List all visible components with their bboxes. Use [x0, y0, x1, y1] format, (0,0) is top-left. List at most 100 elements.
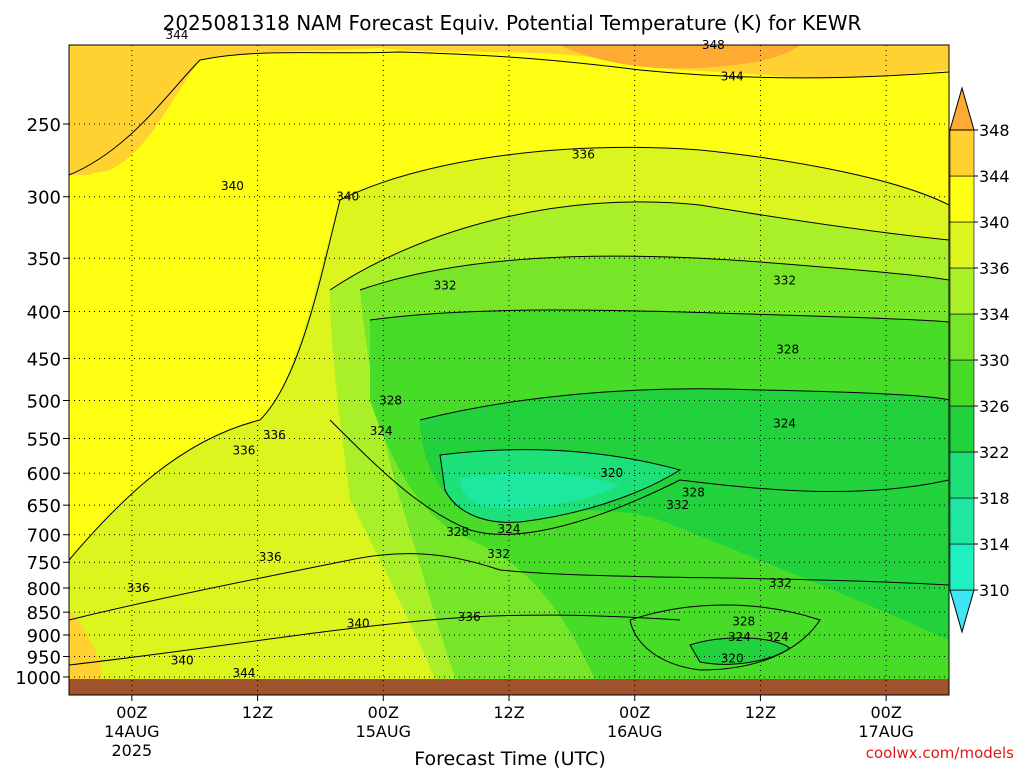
contour-label: 332 — [666, 498, 689, 512]
contour-label: 332 — [487, 547, 510, 561]
contour-line — [359, 255, 949, 291]
contour-label: 328 — [446, 525, 469, 539]
contour-line — [329, 201, 949, 291]
x-tick-label: 12Z — [745, 703, 776, 722]
colorbar-bin — [949, 129, 975, 177]
colorbar-bin — [949, 405, 975, 453]
contour-label: 336 — [127, 581, 150, 595]
contour-label: 344 — [232, 666, 255, 680]
contour-label: 328 — [682, 486, 705, 500]
region-warm-left-top — [69, 45, 170, 175]
contour-line — [69, 614, 681, 666]
contour-label: 336 — [232, 444, 255, 458]
contour-line — [419, 388, 949, 421]
colorbar-bin — [949, 267, 975, 315]
y-tick-label: 300 — [27, 188, 61, 209]
colorbar-label: 326 — [979, 397, 1010, 416]
contour-line — [369, 309, 949, 323]
y-tick-label: 450 — [27, 349, 61, 370]
colorbar-label: 344 — [979, 167, 1010, 186]
contour-label: 340 — [221, 179, 244, 193]
contour-label: 340 — [171, 654, 194, 668]
colorbar-bin — [949, 543, 975, 591]
contour-label: 336 — [458, 610, 481, 624]
watermark: coolwx.com/models — [866, 744, 1014, 762]
colorbar-label: 322 — [979, 443, 1010, 462]
region-hot-top — [560, 45, 800, 69]
colorbar-label: 348 — [979, 121, 1010, 140]
contour-line — [339, 146, 949, 206]
y-tick-label: 550 — [27, 430, 61, 451]
contour-line — [689, 637, 791, 665]
contour-label: 340 — [336, 190, 359, 204]
contour-line — [439, 449, 682, 523]
chart-title: 2025081318 NAM Forecast Equiv. Potential… — [163, 11, 862, 35]
x-tick-date: 15AUG — [356, 722, 411, 741]
colorbar-extend-low — [949, 589, 975, 634]
contour-label: 344 — [165, 28, 188, 42]
colorbar-label: 314 — [979, 535, 1010, 554]
y-tick-label: 650 — [27, 496, 61, 517]
x-tick-label: 00Z — [619, 703, 650, 722]
colorbar-label: 336 — [979, 259, 1010, 278]
x-tick-label: 12Z — [493, 703, 524, 722]
x-axis-label: Forecast Time (UTC) — [414, 748, 605, 768]
contour-label: 324 — [766, 630, 789, 644]
y-tick-label: 1000 — [15, 668, 61, 689]
colorbar-bin — [949, 451, 975, 499]
y-tick-label: 700 — [27, 526, 61, 547]
x-tick-label: 00Z — [116, 703, 147, 722]
colorbar-bin — [949, 359, 975, 407]
contour-label: 324 — [773, 417, 796, 431]
contour-label: 320 — [721, 652, 744, 666]
contour-label: 348 — [702, 38, 725, 52]
colorbar-label: 340 — [979, 213, 1010, 232]
contour-label: 328 — [379, 394, 402, 408]
x-tick-date: 17AUG — [858, 722, 913, 741]
contour-label: 344 — [721, 70, 744, 84]
y-tick-label: 400 — [27, 302, 61, 323]
contour-label: 336 — [263, 428, 286, 442]
colorbar-bin — [949, 497, 975, 545]
x-tick-label: 00Z — [368, 703, 399, 722]
colorbar-bin — [949, 175, 975, 223]
contour-line — [329, 419, 949, 535]
x-tick-label: 12Z — [242, 703, 273, 722]
y-tick-label: 850 — [27, 603, 61, 624]
y-tick-label: 250 — [27, 115, 61, 136]
colorbar: 310 314 318 322 326 330 334 336 340 344 348 — [949, 86, 1010, 634]
contour-label: 328 — [732, 614, 755, 628]
y-tick-label: 500 — [27, 392, 61, 413]
x-tick-year: 2025 — [111, 741, 152, 760]
contour-label: 324 — [370, 424, 393, 438]
y-tick-label: 350 — [27, 249, 61, 270]
contour-label: 324 — [498, 522, 521, 536]
contour-line — [69, 51, 949, 176]
colorbar-extend-high — [949, 86, 975, 131]
colorbar-label: 318 — [979, 489, 1010, 508]
contour-label: 320 — [600, 466, 623, 480]
colorbar-label: 310 — [979, 581, 1010, 600]
y-tick-label: 800 — [27, 579, 61, 600]
x-tick-date: 14AUG — [104, 722, 159, 741]
colorbar-label: 334 — [979, 305, 1010, 324]
contour-label: 336 — [259, 550, 282, 564]
x-tick-date: 16AUG — [607, 722, 662, 741]
y-tick-label: 600 — [27, 464, 61, 485]
colorbar-bin — [949, 313, 975, 361]
contour-line — [69, 553, 949, 621]
contour-label: 332 — [773, 273, 796, 287]
colorbar-label: 330 — [979, 351, 1010, 370]
region-lowlevel-teal — [690, 637, 790, 665]
contour-label: 340 — [347, 617, 370, 631]
y-tick-label: 750 — [27, 553, 61, 574]
colorbar-bin — [949, 221, 975, 269]
contour-label: 332 — [434, 279, 457, 293]
x-tick-label: 00Z — [870, 703, 901, 722]
contour-label: 328 — [776, 343, 799, 357]
grid — [69, 45, 949, 695]
terrain-below-ground — [69, 679, 949, 695]
